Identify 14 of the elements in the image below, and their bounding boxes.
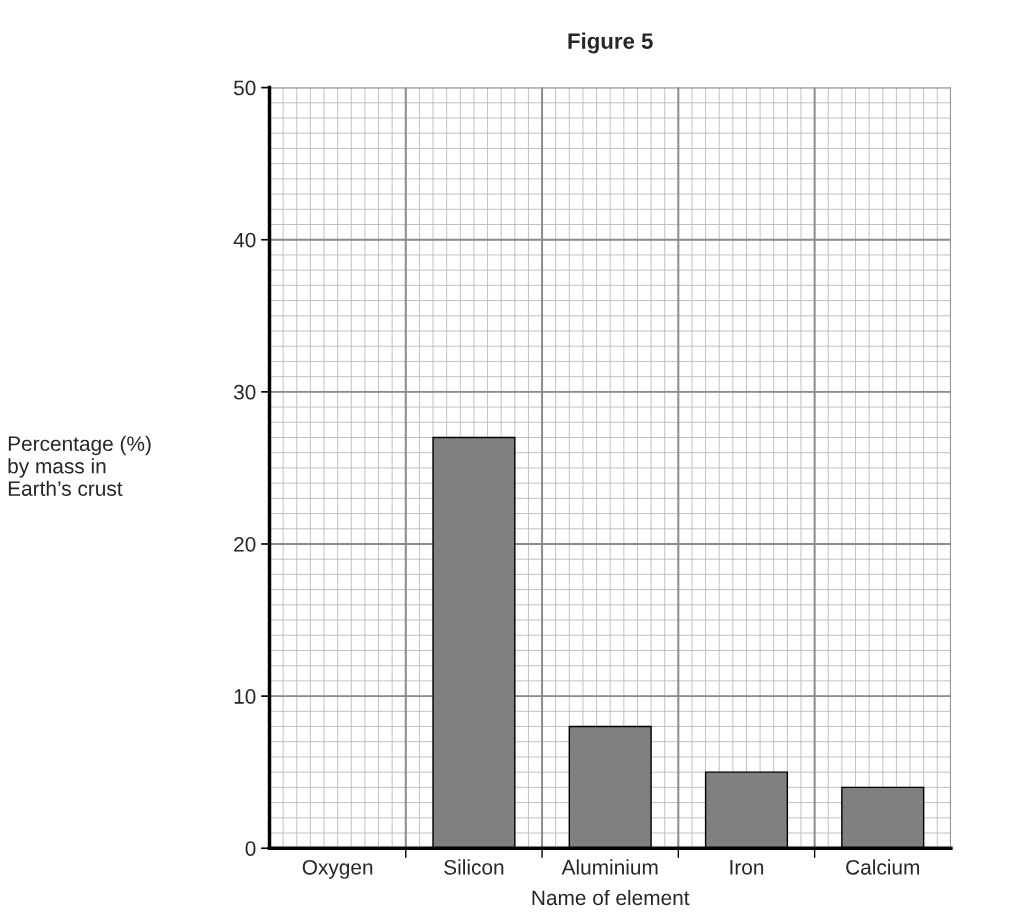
x-tick-label: Silicon <box>444 859 504 875</box>
y-tick-label: 0 <box>245 841 256 856</box>
chart-title: Figure 5 <box>568 32 653 54</box>
y-tick-label: 20 <box>234 536 256 552</box>
x-tick-label: Oxygen <box>302 859 373 879</box>
y-tick-label: 40 <box>233 232 256 248</box>
y-axis-title: Percentage (%) by mass in Earth’s crust <box>8 435 151 496</box>
x-tick-label: Aluminium <box>561 859 658 875</box>
y-tick-label: 50 <box>233 80 256 96</box>
y-tick-label: 30 <box>233 384 256 400</box>
x-tick-label: Calcium <box>846 859 920 875</box>
y-tick-label: 10 <box>234 689 256 704</box>
x-tick-label: Iron <box>730 860 764 875</box>
x-axis-title: Name of element <box>532 889 690 906</box>
